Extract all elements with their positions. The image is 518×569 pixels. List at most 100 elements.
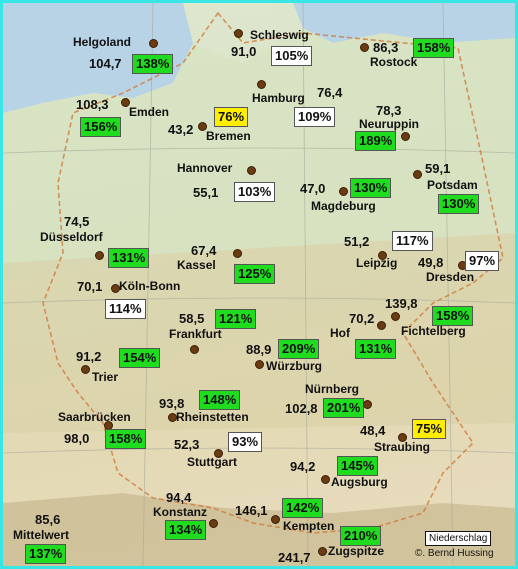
- city-label: Hof: [330, 326, 350, 340]
- precipitation-value: 98,0: [64, 431, 90, 446]
- station-marker: [318, 547, 327, 556]
- percent-badge: 201%: [323, 398, 365, 418]
- city-label: Mittelwert: [13, 528, 70, 542]
- city-label: Konstanz: [153, 505, 207, 519]
- city-label: Köln-Bonn: [119, 279, 181, 293]
- city-label: Augsburg: [331, 475, 388, 489]
- graticule: [3, 3, 515, 566]
- city-label: Saarbrücken: [58, 410, 131, 424]
- precipitation-value: 55,1: [193, 185, 219, 200]
- precipitation-value: 76,4: [317, 85, 343, 100]
- precipitation-value: 94,2: [290, 459, 316, 474]
- precipitation-value: 74,5: [64, 214, 90, 229]
- station-marker: [271, 515, 280, 524]
- station-marker: [401, 132, 410, 141]
- precipitation-value: 139,8: [385, 296, 418, 311]
- precipitation-value: 70,1: [77, 279, 103, 294]
- precipitation-value: 91,0: [231, 44, 257, 59]
- city-label: Trier: [92, 370, 119, 384]
- precipitation-value: 85,6: [35, 512, 61, 527]
- station-marker: [149, 39, 158, 48]
- percent-badge: 105%: [271, 46, 313, 66]
- precipitation-value: 67,4: [191, 243, 217, 258]
- percent-badge: 114%: [105, 299, 146, 319]
- city-label: Rheinstetten: [176, 410, 249, 424]
- precipitation-value: 49,8: [418, 255, 444, 270]
- precipitation-value: 58,5: [179, 311, 205, 326]
- percent-badge: 93%: [228, 432, 263, 452]
- station-marker: [95, 251, 104, 260]
- percent-badge: 138%: [132, 54, 174, 74]
- station-marker: [214, 449, 223, 458]
- percent-badge: 97%: [465, 251, 500, 271]
- percent-badge: 121%: [215, 309, 257, 329]
- precipitation-value: 78,3: [376, 103, 402, 118]
- station-marker: [198, 122, 207, 131]
- precipitation-value: 146,1: [235, 503, 268, 518]
- percent-badge: 134%: [165, 520, 207, 540]
- station-marker: [233, 249, 242, 258]
- city-label: Fichtelberg: [401, 324, 466, 338]
- percent-badge: 125%: [234, 264, 276, 284]
- map-background: [3, 3, 515, 566]
- precipitation-value: 91,2: [76, 349, 102, 364]
- precipitation-value: 43,2: [168, 122, 194, 137]
- station-marker: [398, 433, 407, 442]
- city-label: Stuttgart: [187, 455, 237, 469]
- station-marker: [413, 170, 422, 179]
- percent-badge: 210%: [340, 526, 382, 546]
- percent-badge: 154%: [119, 348, 161, 368]
- city-label: Rostock: [370, 55, 418, 69]
- city-label: Bremen: [206, 129, 251, 143]
- lowland: [3, 28, 515, 263]
- precipitation-value: 52,3: [174, 437, 200, 452]
- highlands: [3, 233, 515, 433]
- city-label: Hannover: [177, 161, 233, 175]
- percent-badge: 131%: [355, 339, 397, 359]
- station-marker: [360, 43, 369, 52]
- station-marker: [111, 284, 120, 293]
- city-label: Kassel: [177, 258, 216, 272]
- percent-badge: 137%: [25, 544, 67, 564]
- percent-badge: 209%: [278, 339, 320, 359]
- city-label: Würzburg: [266, 359, 322, 373]
- percent-badge: 189%: [355, 131, 397, 151]
- precipitation-value: 86,3: [373, 40, 399, 55]
- percent-badge: 158%: [105, 429, 147, 449]
- precipitation-value: 59,1: [425, 161, 451, 176]
- percent-badge: 76%: [214, 107, 249, 127]
- north-sea: [3, 3, 193, 113]
- copyright-credit: ©. Bernd Hussing: [415, 548, 494, 559]
- city-label: Zugspitze: [328, 544, 384, 558]
- station-marker: [81, 365, 90, 374]
- station-marker: [377, 321, 386, 330]
- station-marker: [257, 80, 266, 89]
- station-marker: [363, 400, 372, 409]
- city-label: Straubing: [374, 440, 430, 454]
- precipitation-value: 88,9: [246, 342, 272, 357]
- percent-badge: 109%: [294, 107, 336, 127]
- city-label: Hamburg: [252, 91, 305, 105]
- alps: [3, 493, 515, 566]
- station-marker: [339, 187, 348, 196]
- percent-badge: 145%: [337, 456, 379, 476]
- percent-badge: 130%: [350, 178, 392, 198]
- legend-label: Niederschlag: [425, 531, 492, 546]
- precipitation-value: 102,8: [285, 401, 318, 416]
- precipitation-value: 93,8: [159, 396, 185, 411]
- percent-badge: 117%: [392, 231, 433, 251]
- precipitation-value: 48,4: [360, 423, 386, 438]
- station-marker: [168, 413, 177, 422]
- precipitation-value: 108,3: [76, 97, 109, 112]
- precipitation-value: 47,0: [300, 181, 326, 196]
- percent-badge: 103%: [234, 182, 276, 202]
- station-marker: [121, 98, 130, 107]
- station-marker: [378, 251, 387, 260]
- precipitation-value: 70,2: [349, 311, 375, 326]
- city-label: Leipzig: [356, 256, 398, 270]
- precipitation-value: 104,7: [89, 56, 122, 71]
- percent-badge: 158%: [413, 38, 455, 58]
- city-label: Schleswig: [250, 28, 309, 42]
- percent-badge: 148%: [199, 390, 241, 410]
